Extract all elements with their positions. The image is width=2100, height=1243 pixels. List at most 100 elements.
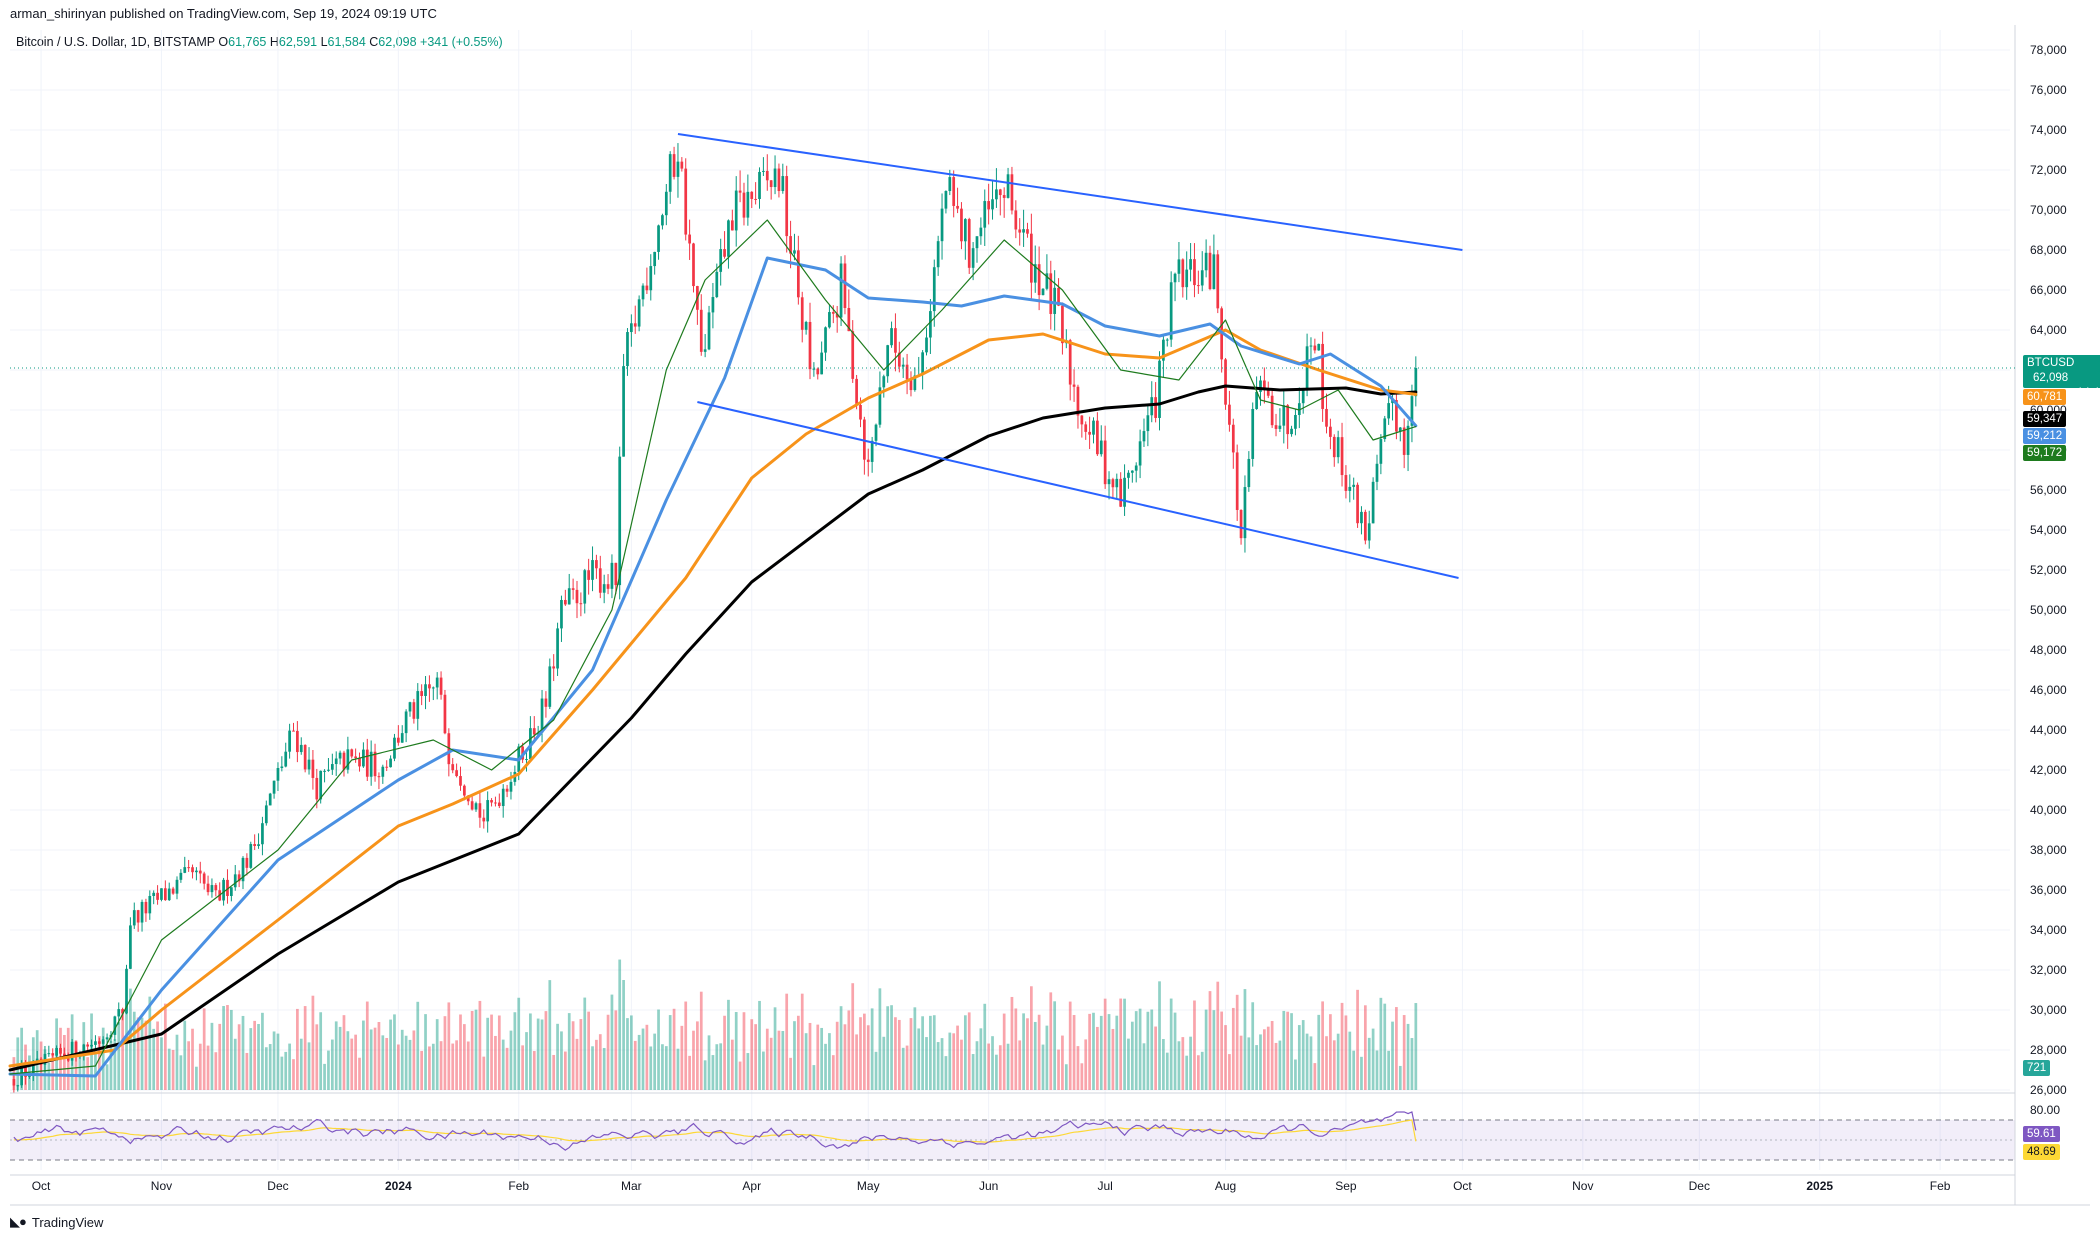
candle-body [1134, 465, 1138, 471]
candle-body [719, 249, 723, 272]
candle-body [703, 349, 707, 352]
volume-bar [1033, 1021, 1037, 1090]
candle-body [497, 802, 501, 807]
candle-body [1006, 174, 1010, 198]
candle-body [715, 271, 719, 298]
volume-bar [882, 1036, 886, 1090]
candle-body [373, 751, 377, 777]
volume-bar [866, 1025, 870, 1090]
series-ma-black [8, 384, 1418, 1072]
volume-bar [1410, 1038, 1414, 1090]
candle-body [1294, 415, 1297, 429]
tradingview-logo[interactable]: ◣● TradingView [10, 1214, 103, 1230]
volume-bar [431, 1043, 435, 1090]
candle-body [1127, 472, 1130, 478]
candle-body [66, 1057, 70, 1061]
volume-bar [1329, 1014, 1332, 1090]
volume-bar [1049, 992, 1053, 1090]
candle-body [94, 1041, 97, 1045]
candle-body [800, 297, 804, 330]
btc-tag-price: 62,098 [2033, 372, 2069, 384]
btc-tag-symbol: BTCUSD [2027, 357, 2075, 369]
volume-bar [886, 1006, 890, 1090]
volume-bar [1150, 1009, 1154, 1090]
ma-green-tag: 59,172 [2023, 445, 2067, 461]
candle-body [804, 321, 808, 330]
volume-bar [1002, 1013, 1006, 1090]
candle-body [1255, 391, 1258, 409]
volume-bar [824, 1043, 827, 1090]
volume-bar [874, 1051, 878, 1090]
volume-bar [1239, 1035, 1243, 1090]
candle-body [536, 732, 540, 735]
candle-body [509, 781, 513, 792]
price-tick-label: 26,000 [2030, 1083, 2067, 1097]
volume-bar [1325, 1036, 1328, 1090]
volume-bar [1173, 1012, 1177, 1090]
volume-bar [1294, 1059, 1297, 1090]
candle-body [230, 887, 233, 896]
candle-body [1189, 259, 1192, 270]
candle-body [1274, 425, 1278, 429]
axes: 78,000 76,000 74,000 72,000 70,000 68,000 66,0… [10, 25, 2090, 1206]
candle-body [626, 332, 629, 367]
volume-bar [1181, 1037, 1185, 1090]
candle-body [416, 691, 420, 719]
volume-bar [1193, 1000, 1196, 1090]
volume-bar [1259, 1034, 1262, 1090]
volume-bar [1395, 1007, 1398, 1090]
volume-bar [296, 1008, 299, 1090]
candle-body [486, 800, 490, 822]
volume-bar [323, 1063, 326, 1090]
candle-body [424, 684, 427, 696]
candle-body [808, 321, 812, 370]
candle-body [1041, 288, 1045, 296]
candle-body [463, 785, 466, 796]
candle-body [664, 191, 668, 216]
volume-bar [1301, 1020, 1305, 1090]
volume-bar [956, 1025, 959, 1090]
time-tick-label: Dec [1689, 1179, 1710, 1193]
trend-channel[interactable] [677, 133, 1463, 579]
volume-bar [727, 999, 730, 1090]
volume-bar [1387, 1050, 1390, 1090]
volume-bar [742, 1012, 746, 1090]
volume-bar [583, 997, 587, 1090]
price-tick-label: 52,000 [2030, 563, 2067, 577]
volume-bar [327, 1050, 330, 1090]
time-tick-label: Oct [32, 1179, 51, 1193]
volume-bar [1142, 1043, 1146, 1090]
volume-bar [1158, 981, 1161, 1090]
volume-bar [74, 1040, 78, 1090]
volume-bar [948, 1032, 952, 1090]
candle-body [140, 901, 144, 923]
candle-body [241, 857, 245, 882]
tradingview-brand: TradingView [31, 1214, 104, 1230]
volume-bar [1196, 1055, 1200, 1090]
candle-body [758, 171, 761, 200]
candle-body [727, 220, 730, 257]
volume-bar [1332, 1040, 1336, 1090]
candle-body [998, 189, 1002, 196]
volume-bar [1053, 1001, 1057, 1090]
volume-bar [319, 1012, 323, 1090]
candle-body [575, 589, 579, 604]
candle-body [661, 215, 664, 226]
volume-bar [1352, 1050, 1356, 1090]
candle-body [105, 1037, 109, 1040]
volume-bar [202, 1008, 206, 1090]
candle-body [1332, 436, 1336, 458]
volume-bar [591, 1046, 594, 1090]
volume-bar [835, 1021, 839, 1090]
price-tick-label: 54,000 [2030, 523, 2067, 537]
candle-body [874, 424, 878, 441]
ma-black-tag: 59,347 [2023, 411, 2067, 427]
rsi-tick-label: 80.00 [2030, 1103, 2060, 1117]
volume-bar [781, 1031, 785, 1090]
volume-bar [1371, 1028, 1375, 1090]
price-tick-label: 76,000 [2030, 83, 2067, 97]
volume-bar [630, 1015, 633, 1090]
candle-body [548, 666, 552, 707]
candle-body [144, 901, 148, 914]
